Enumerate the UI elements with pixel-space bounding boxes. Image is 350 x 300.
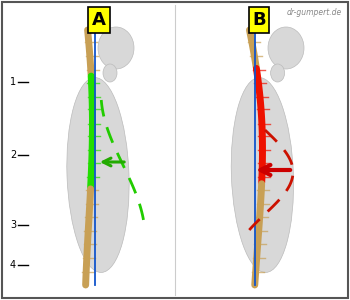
Ellipse shape	[67, 78, 129, 272]
FancyBboxPatch shape	[2, 2, 348, 298]
Text: 1: 1	[10, 77, 16, 87]
Text: B: B	[252, 11, 266, 29]
Ellipse shape	[103, 64, 117, 82]
Ellipse shape	[271, 64, 285, 82]
Ellipse shape	[98, 27, 134, 69]
Ellipse shape	[268, 27, 304, 69]
Text: A: A	[92, 11, 106, 29]
Text: 3: 3	[10, 220, 16, 230]
Text: dr-gumpert.de: dr-gumpert.de	[287, 8, 342, 17]
Ellipse shape	[231, 78, 294, 272]
Text: 2: 2	[10, 150, 16, 160]
Text: 4: 4	[10, 260, 16, 270]
